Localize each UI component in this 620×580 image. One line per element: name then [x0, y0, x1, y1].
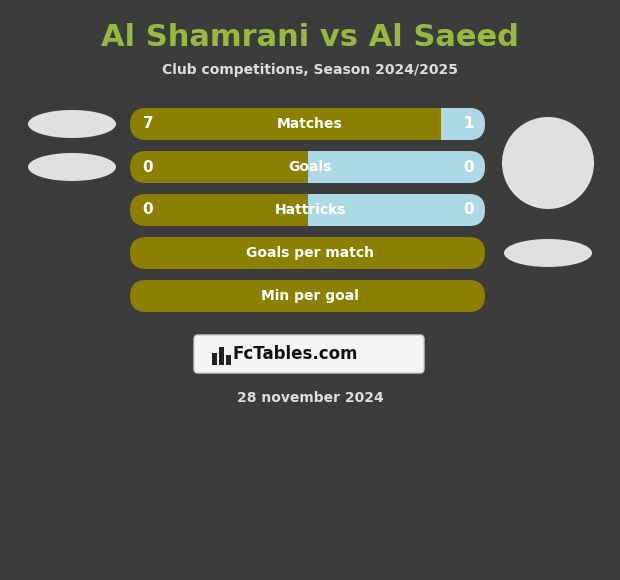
Text: 0: 0 [143, 202, 153, 218]
FancyBboxPatch shape [308, 151, 485, 183]
FancyBboxPatch shape [194, 335, 424, 373]
Text: 7: 7 [143, 117, 153, 132]
Bar [308, 151, 324, 183]
Text: 0: 0 [464, 160, 474, 175]
Ellipse shape [28, 153, 116, 181]
Bar [291, 151, 308, 183]
FancyBboxPatch shape [130, 151, 485, 183]
Text: Min per goal: Min per goal [261, 289, 359, 303]
Circle shape [502, 117, 594, 209]
Text: Club competitions, Season 2024/2025: Club competitions, Season 2024/2025 [162, 63, 458, 77]
Text: Hattricks: Hattricks [274, 203, 346, 217]
FancyBboxPatch shape [130, 280, 485, 312]
Bar [425, 108, 441, 140]
Ellipse shape [28, 110, 116, 138]
Text: 0: 0 [143, 160, 153, 175]
Bar [441, 108, 456, 140]
Text: 28 november 2024: 28 november 2024 [237, 391, 383, 405]
Text: 0: 0 [464, 202, 474, 218]
Bar [212, 353, 217, 365]
Ellipse shape [504, 239, 592, 267]
Text: Goals per match: Goals per match [246, 246, 374, 260]
FancyBboxPatch shape [441, 108, 485, 140]
Bar [219, 347, 224, 365]
Bar [308, 194, 324, 226]
Bar [291, 194, 308, 226]
FancyBboxPatch shape [130, 237, 485, 269]
FancyBboxPatch shape [130, 108, 485, 140]
Text: 1: 1 [464, 117, 474, 132]
Text: Matches: Matches [277, 117, 343, 131]
FancyBboxPatch shape [130, 194, 485, 226]
Text: Al Shamrani vs Al Saeed: Al Shamrani vs Al Saeed [101, 24, 519, 53]
Bar [226, 355, 231, 365]
Text: FcTables.com: FcTables.com [232, 345, 358, 363]
FancyBboxPatch shape [308, 194, 485, 226]
Text: Goals: Goals [288, 160, 332, 174]
